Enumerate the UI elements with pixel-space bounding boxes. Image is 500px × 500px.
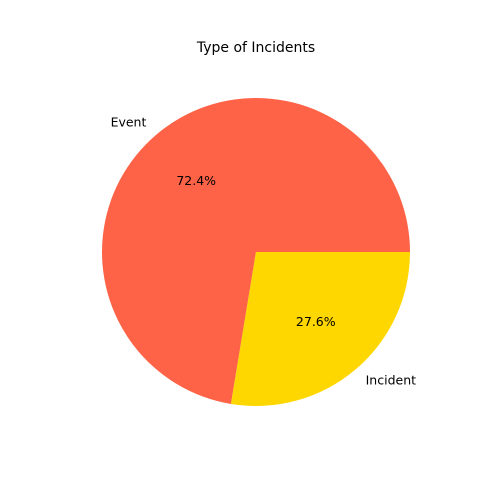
pie-slices <box>101 98 411 406</box>
chart-title: Type of Incidents <box>196 40 315 56</box>
percent-label-event: 72.4% <box>176 173 216 188</box>
category-label-event: Event <box>111 114 147 129</box>
pie-slice-incident <box>230 252 410 406</box>
pie-labels: Event 72.4% Incident 27.6% <box>111 114 417 387</box>
percent-label-incident: 27.6% <box>296 314 336 329</box>
category-label-incident: Incident <box>366 373 417 388</box>
pie-slice-event <box>101 98 411 404</box>
